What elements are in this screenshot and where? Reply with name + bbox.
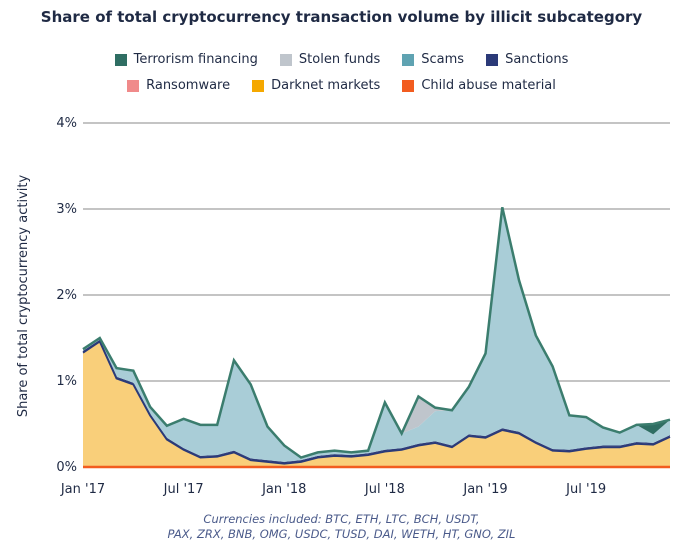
line-total-outline: [82, 207, 671, 459]
legend-item-sanctions[interactable]: Sanctions: [486, 52, 568, 67]
y-tick-label: 1%: [56, 374, 77, 389]
x-tick-label: Jul '18: [364, 482, 405, 497]
y-tick-label: 4%: [56, 116, 77, 131]
legend-label: Child abuse material: [421, 78, 556, 93]
legend-label: Scams: [421, 52, 465, 67]
x-tick-label: Jul '17: [163, 482, 204, 497]
legend-item-ransomware[interactable]: Ransomware: [127, 78, 230, 93]
gridlines: [83, 122, 670, 382]
y-tick-label: 3%: [56, 202, 77, 217]
chart-title: Share of total cryptocurrency transactio…: [40, 8, 643, 26]
series-lines: [82, 207, 671, 469]
currencies-note-line-2: PAX, ZRX, BNB, OMG, USDC, TUSD, DAI, WET…: [167, 527, 516, 541]
x-tick-label: Jan '19: [462, 482, 507, 497]
legend-swatch: [127, 79, 140, 92]
y-axis-label: Share of total cryptocurrency activity: [16, 175, 31, 418]
legend-swatch: [402, 79, 415, 92]
legend-row-2: Ransomware Darknet markets Child abuse m…: [0, 78, 683, 93]
legend-item-scams[interactable]: Scams: [402, 52, 464, 67]
legend-label: Stolen funds: [298, 52, 381, 67]
legend-label: Sanctions: [505, 52, 569, 67]
legend-swatch: [279, 53, 292, 66]
legend-item-stolen-funds[interactable]: Stolen funds: [279, 52, 381, 67]
y-tick-label: 0%: [56, 460, 77, 475]
legend-swatch: [252, 79, 265, 92]
x-tick-label: Jan '17: [60, 482, 105, 497]
legend-item-terrorism-financing[interactable]: Terrorism financing: [114, 52, 258, 67]
line-darknet-top: [82, 339, 671, 465]
legend-label: Darknet markets: [271, 78, 381, 93]
legend-swatch: [402, 53, 415, 66]
x-axis-ticks: Jan '17 Jul '17 Jan '18 Jul '18 Jan '19 Jul '…: [60, 482, 606, 497]
area-scams: [83, 207, 670, 462]
legend-label: Terrorism financing: [133, 52, 258, 67]
legend-swatch: [114, 53, 127, 66]
x-tick-label: Jul '19: [565, 482, 606, 497]
y-axis-ticks: 0% 1% 2% 3% 4%: [56, 116, 77, 475]
currencies-note-line-1: Currencies included: BTC, ETH, LTC, BCH,…: [203, 512, 480, 526]
area-darknet-markets: [83, 341, 670, 467]
legend-row-1: Terrorism financing Stolen funds Scams S…: [0, 52, 683, 67]
legend-swatch: [486, 53, 499, 66]
legend-label: Ransomware: [146, 78, 231, 93]
x-tick-label: Jan '18: [261, 482, 306, 497]
legend-item-darknet-markets[interactable]: Darknet markets: [252, 78, 380, 93]
legend-item-child-abuse-material[interactable]: Child abuse material: [402, 78, 556, 93]
y-tick-label: 2%: [56, 288, 77, 303]
